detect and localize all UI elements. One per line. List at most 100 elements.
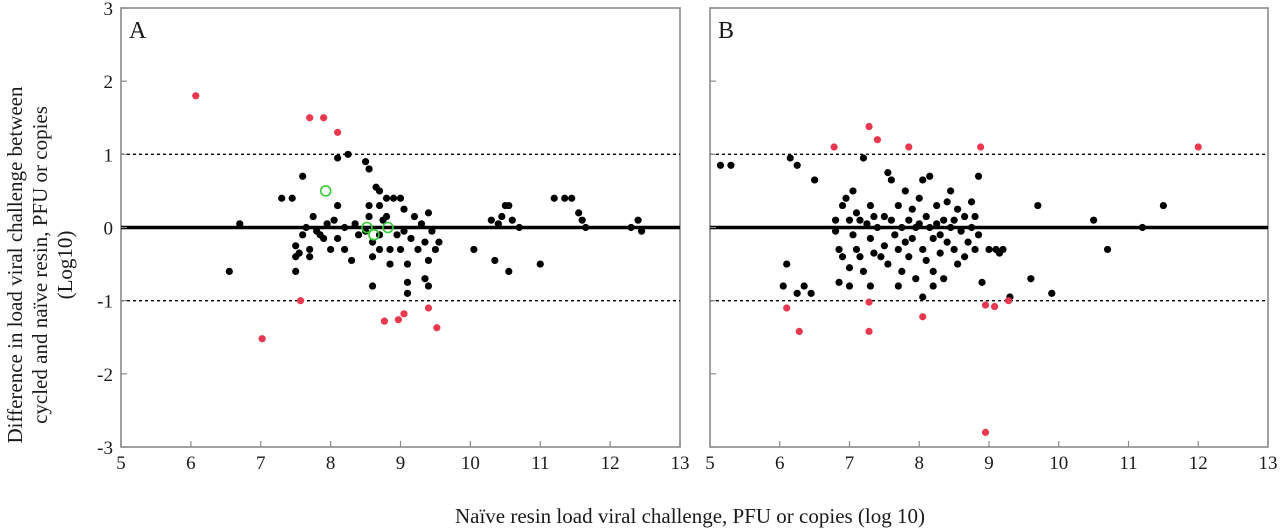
outlier-data-point xyxy=(981,301,990,309)
data-point xyxy=(236,220,244,228)
data-point xyxy=(845,282,854,290)
data-point xyxy=(421,275,429,283)
data-point xyxy=(354,231,363,239)
data-point xyxy=(783,260,791,268)
x-tick-label: 13 xyxy=(671,453,690,474)
panel-b: 5 6 7 8 9 10 11 12 13 B xyxy=(705,7,1278,474)
outlier-data-point xyxy=(296,297,305,305)
data-point xyxy=(375,187,384,195)
data-point xyxy=(498,212,506,221)
data-point xyxy=(295,249,303,257)
data-point xyxy=(922,256,930,265)
data-point xyxy=(880,212,888,221)
x-tick-label: 11 xyxy=(531,453,549,474)
data-point xyxy=(561,194,569,202)
open-data-point xyxy=(368,229,380,241)
data-point xyxy=(431,245,440,254)
outlier-data-point xyxy=(783,304,791,312)
data-point xyxy=(845,216,854,224)
data-point xyxy=(849,231,857,239)
data-point xyxy=(727,161,735,169)
outlier-data-point xyxy=(1004,297,1013,305)
data-point xyxy=(505,201,513,210)
data-point xyxy=(905,216,913,224)
data-point xyxy=(361,158,370,166)
data-point xyxy=(365,201,373,210)
data-point xyxy=(568,194,576,202)
x-tick-label: 5 xyxy=(705,453,715,474)
data-point xyxy=(403,289,412,297)
data-point xyxy=(578,216,586,224)
x-tick-label: 10 xyxy=(461,453,480,474)
data-point xyxy=(811,176,819,184)
data-point xyxy=(368,282,377,290)
data-point xyxy=(800,282,808,290)
data-point xyxy=(400,205,408,213)
data-point xyxy=(306,245,314,254)
outlier-data-point xyxy=(919,313,927,321)
data-point xyxy=(487,216,495,224)
outlier-data-point xyxy=(981,428,990,436)
data-point xyxy=(365,165,373,173)
data-point xyxy=(852,209,861,217)
y-tick-label: 3 xyxy=(104,0,114,20)
data-point xyxy=(936,231,944,239)
data-point xyxy=(999,245,1007,254)
data-point xyxy=(863,220,871,228)
data-point xyxy=(424,256,433,265)
outlier-data-point xyxy=(865,327,873,335)
data-point xyxy=(505,267,513,275)
open-data-point xyxy=(382,221,394,234)
data-point xyxy=(414,245,422,254)
open-data-point xyxy=(319,185,332,197)
data-point xyxy=(877,253,885,261)
data-point xyxy=(978,278,986,286)
y-tick-label: 1 xyxy=(104,145,114,166)
data-point xyxy=(967,223,976,232)
data-point xyxy=(960,253,969,261)
data-point xyxy=(835,278,843,286)
data-point xyxy=(494,220,502,228)
data-point xyxy=(954,260,962,268)
y-axis-title-line-2: cycled and naïve resin, PFU or copies xyxy=(28,106,52,424)
data-point xyxy=(334,234,342,243)
data-point xyxy=(866,282,875,290)
data-point xyxy=(947,223,955,232)
data-point xyxy=(793,161,801,169)
data-point xyxy=(407,234,415,243)
data-point xyxy=(382,194,391,202)
outlier-data-point xyxy=(433,324,441,332)
outlier-data-point xyxy=(905,143,913,151)
x-tick-label: 12 xyxy=(601,453,620,474)
data-point xyxy=(786,154,794,162)
y-axis-title: Difference in load viral challenge betwe… xyxy=(3,86,77,444)
data-point xyxy=(866,234,875,243)
data-point xyxy=(424,209,433,217)
x-tick-label: 7 xyxy=(845,453,855,474)
data-point xyxy=(435,238,443,246)
data-point xyxy=(508,216,516,224)
data-point xyxy=(870,249,878,257)
data-point xyxy=(1048,289,1056,297)
data-point xyxy=(417,220,426,228)
data-point xyxy=(389,194,398,202)
data-point xyxy=(838,253,847,261)
data-point xyxy=(960,212,969,221)
data-point xyxy=(957,227,965,235)
y-axis-title-line-3: (Log10) xyxy=(53,231,77,300)
data-point xyxy=(550,194,558,202)
data-point xyxy=(933,201,941,210)
data-point xyxy=(940,216,948,224)
data-point xyxy=(901,187,909,195)
data-point xyxy=(898,223,906,232)
data-point xyxy=(887,216,895,224)
data-point xyxy=(884,260,892,268)
data-point xyxy=(919,245,927,254)
data-point xyxy=(403,278,412,286)
x-tick-label: 8 xyxy=(915,453,925,474)
data-point xyxy=(278,194,286,202)
data-point xyxy=(368,253,377,261)
data-point xyxy=(320,234,328,243)
data-point xyxy=(950,216,958,224)
